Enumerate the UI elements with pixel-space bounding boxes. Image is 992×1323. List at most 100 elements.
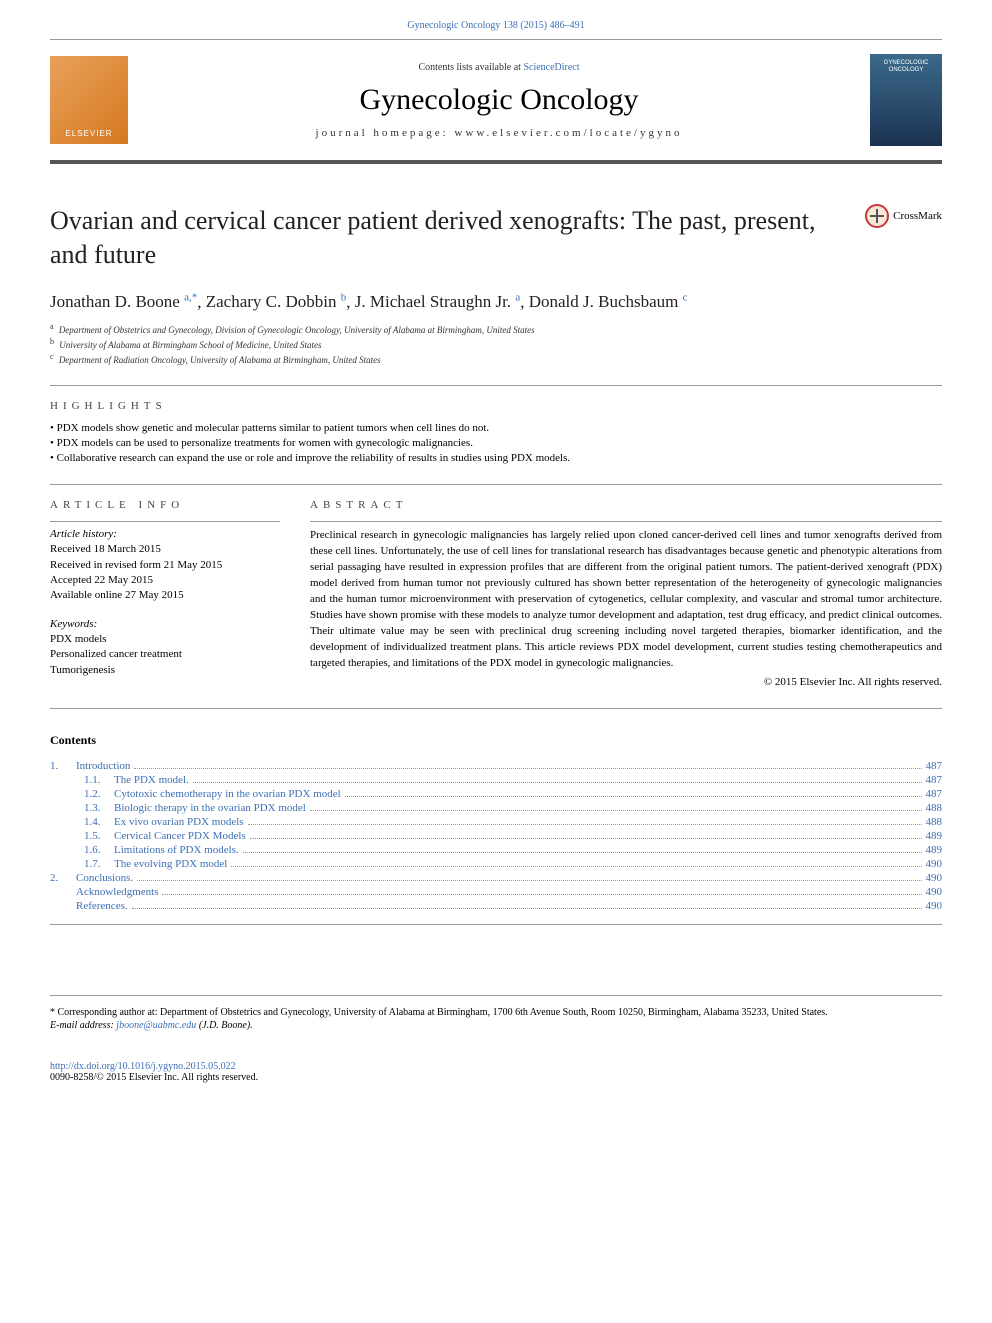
toc-page: 490 (926, 858, 943, 870)
toc-subnumber: 1.5. (84, 830, 114, 842)
author: J. Michael Straughn Jr. a (355, 292, 520, 311)
author: Donald J. Buchsbaum c (529, 292, 688, 311)
toc-leader-dots (134, 768, 921, 769)
crossmark-badge[interactable]: CrossMark (865, 204, 942, 228)
toc-subnumber: 1.1. (84, 774, 114, 786)
keywords-list: PDX modelsPersonalized cancer treatmentT… (50, 632, 280, 678)
citation-link[interactable]: Gynecologic Oncology 138 (2015) 486–491 (407, 20, 584, 31)
authors-line: Jonathan D. Boone a,*, Zachary C. Dobbin… (50, 292, 942, 313)
corresponding-author: * Corresponding author at: Department of… (50, 1006, 942, 1020)
affiliations: a Department of Obstetrics and Gynecolog… (50, 322, 942, 365)
toc-entry[interactable]: 1.7.The evolving PDX model 490 (50, 858, 942, 870)
doi-block: http://dx.doi.org/10.1016/j.ygyno.2015.0… (50, 1061, 942, 1083)
toc-entry[interactable]: 1.3.Biologic therapy in the ovarian PDX … (50, 802, 942, 814)
journal-name: Gynecologic Oncology (128, 83, 870, 117)
keyword: Tumorigenesis (50, 663, 280, 678)
toc-subnumber: 1.3. (84, 802, 114, 814)
history-label: Article history: (50, 528, 280, 540)
author-affil-sup: b (341, 292, 347, 304)
toc-leader-dots (162, 894, 921, 895)
doi-link[interactable]: http://dx.doi.org/10.1016/j.ygyno.2015.0… (50, 1061, 236, 1072)
toc-leader-dots (193, 782, 922, 783)
author-affil-sup: a,* (184, 292, 197, 304)
toc-page: 487 (926, 788, 943, 800)
toc-leader-dots (250, 838, 922, 839)
toc-title: The evolving PDX model (114, 858, 227, 870)
info-abstract-row: ARTICLE INFO Article history: Received 1… (50, 485, 942, 687)
toc-subnumber: 1.7. (84, 858, 114, 870)
article-info-column: ARTICLE INFO Article history: Received 1… (50, 485, 280, 687)
highlight-item: PDX models show genetic and molecular pa… (50, 422, 942, 434)
toc-title: Limitations of PDX models. (114, 844, 239, 856)
history-date: Received in revised form 21 May 2015 (50, 558, 280, 573)
crossmark-icon (865, 204, 889, 228)
elsevier-logo-text: ELSEVIER (65, 129, 112, 138)
toc-page: 489 (926, 830, 943, 842)
toc-leader-dots (243, 852, 922, 853)
author-affil-sup: a (515, 292, 520, 304)
toc-title: Conclusions. (76, 872, 133, 884)
abstract-column: ABSTRACT Preclinical research in gynecol… (310, 485, 942, 687)
toc-subnumber: 1.4. (84, 816, 114, 828)
toc-title: Introduction (76, 760, 130, 772)
toc-leader-dots (310, 810, 922, 811)
footer: * Corresponding author at: Department of… (50, 995, 942, 1031)
cover-text-1: GYNECOLOGIC (884, 60, 929, 67)
contents-heading: Contents (50, 733, 942, 748)
table-of-contents: 1.Introduction4871.1.The PDX model.4871.… (50, 760, 942, 912)
author: Jonathan D. Boone a,* (50, 292, 197, 311)
article-title: Ovarian and cervical cancer patient deri… (50, 204, 845, 272)
divider (50, 708, 942, 709)
author: Zachary C. Dobbin b (206, 292, 347, 311)
affiliation: a Department of Obstetrics and Gynecolog… (50, 322, 942, 335)
toc-page: 487 (926, 760, 943, 772)
toc-title: Biologic therapy in the ovarian PDX mode… (114, 802, 306, 814)
highlight-item: Collaborative research can expand the us… (50, 452, 942, 464)
divider (310, 521, 942, 522)
journal-cover-thumb: GYNECOLOGIC ONCOLOGY (870, 54, 942, 146)
history-date: Received 18 March 2015 (50, 542, 280, 557)
email-label: E-mail address: (50, 1020, 114, 1031)
cover-text-2: ONCOLOGY (889, 67, 924, 74)
citation-header: Gynecologic Oncology 138 (2015) 486–491 (50, 20, 942, 31)
toc-title: Cytotoxic chemotherapy in the ovarian PD… (114, 788, 341, 800)
toc-entry[interactable]: 1.Introduction 487 (50, 760, 942, 772)
email-author-name: (J.D. Boone). (199, 1020, 253, 1031)
contents-available-line: Contents lists available at ScienceDirec… (128, 62, 870, 73)
contents-prefix: Contents lists available at (418, 62, 523, 73)
toc-entry[interactable]: 1.1.The PDX model.487 (50, 774, 942, 786)
article-info-heading: ARTICLE INFO (50, 499, 280, 511)
toc-entry[interactable]: 1.5.Cervical Cancer PDX Models 489 (50, 830, 942, 842)
toc-page: 487 (926, 774, 943, 786)
toc-entry[interactable]: 2.Conclusions.490 (50, 872, 942, 884)
toc-page: 488 (926, 802, 943, 814)
toc-entry[interactable]: 1.4.Ex vivo ovarian PDX models 488 (50, 816, 942, 828)
toc-entry[interactable]: 1.6.Limitations of PDX models.489 (50, 844, 942, 856)
toc-entry[interactable]: 1.2.Cytotoxic chemotherapy in the ovaria… (50, 788, 942, 800)
toc-subnumber: 1.2. (84, 788, 114, 800)
affiliation: c Department of Radiation Oncology, Univ… (50, 352, 942, 365)
abstract-copyright: © 2015 Elsevier Inc. All rights reserved… (310, 676, 942, 688)
toc-number: 1. (50, 760, 76, 772)
title-row: Ovarian and cervical cancer patient deri… (50, 204, 942, 272)
toc-leader-dots (345, 796, 922, 797)
journal-header: ELSEVIER Contents lists available at Sci… (50, 39, 942, 164)
keyword: Personalized cancer treatment (50, 647, 280, 662)
crossmark-label: CrossMark (893, 210, 942, 222)
toc-leader-dots (231, 866, 921, 867)
toc-page: 488 (926, 816, 943, 828)
toc-entry[interactable]: References.490 (50, 900, 942, 912)
toc-page: 490 (926, 886, 943, 898)
toc-title: Cervical Cancer PDX Models (114, 830, 246, 842)
toc-entry[interactable]: Acknowledgments 490 (50, 886, 942, 898)
toc-leader-dots (137, 880, 921, 881)
sciencedirect-link[interactable]: ScienceDirect (523, 62, 579, 73)
divider (50, 385, 942, 386)
toc-title: Acknowledgments (76, 886, 158, 898)
journal-homepage: journal homepage: www.elsevier.com/locat… (128, 127, 870, 139)
toc-title: Ex vivo ovarian PDX models (114, 816, 244, 828)
history-date: Available online 27 May 2015 (50, 588, 280, 603)
toc-page: 490 (926, 900, 943, 912)
keyword: PDX models (50, 632, 280, 647)
email-link[interactable]: jboone@uabmc.edu (116, 1020, 196, 1031)
